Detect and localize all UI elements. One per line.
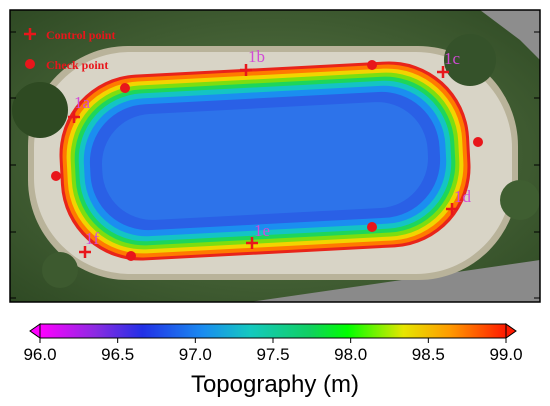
control-point-1c: 1c [437, 49, 461, 78]
check-point-marker [51, 171, 61, 181]
control-point-1a: 1a [68, 93, 91, 123]
check-point-marker [367, 222, 377, 232]
control-point-1f: 1f [79, 229, 100, 258]
control-points: 1a 1b 1c 1d 1e 1f [68, 47, 472, 258]
check-point-marker [120, 83, 130, 93]
control-point-label: 1e [254, 221, 270, 240]
map-legend: Control point Check point [24, 28, 115, 72]
colorbar-max-extend [505, 323, 517, 339]
colorbar-tick-label: 98.5 [412, 345, 445, 364]
control-point-label: 1d [454, 187, 472, 206]
control-point-label: 1b [248, 47, 265, 66]
check-point-marker [367, 60, 377, 70]
colorbar-scale [39, 323, 507, 339]
colorbar-tick-label: 96.5 [101, 345, 134, 364]
check-point-marker [126, 251, 136, 261]
colorbar-tick-label: 98.0 [334, 345, 367, 364]
control-point-legend-label: Control point [46, 28, 115, 42]
control-point-label: 1f [85, 229, 100, 248]
colorbar: 96.0 96.5 97.0 97.5 98.0 98.5 99.0 Topography … [23, 323, 523, 398]
control-point-1d: 1d [446, 187, 472, 215]
control-point-legend-marker [24, 28, 36, 40]
colorbar-tick-label: 96.0 [23, 345, 56, 364]
check-point-marker [473, 137, 483, 147]
map-frame [9, 9, 541, 303]
check-point-legend-label: Check point [46, 58, 108, 72]
control-point-label: 1c [444, 49, 461, 68]
colorbar-tick-label: 97.0 [179, 345, 212, 364]
basin-topography [59, 61, 471, 261]
control-point-1e: 1e [246, 221, 270, 249]
control-point-1b: 1b [240, 47, 265, 76]
control-point-label: 1a [74, 93, 91, 112]
colorbar-tick-label: 99.0 [489, 345, 522, 364]
check-point-legend-marker [25, 59, 35, 69]
colorbar-ticks: 96.0 96.5 97.0 97.5 98.0 98.5 99.0 [23, 338, 523, 364]
check-points [51, 60, 483, 261]
colorbar-tick-label: 97.5 [256, 345, 289, 364]
colorbar-min-extend [29, 323, 41, 339]
colorbar-title: Topography (m) [191, 371, 359, 398]
